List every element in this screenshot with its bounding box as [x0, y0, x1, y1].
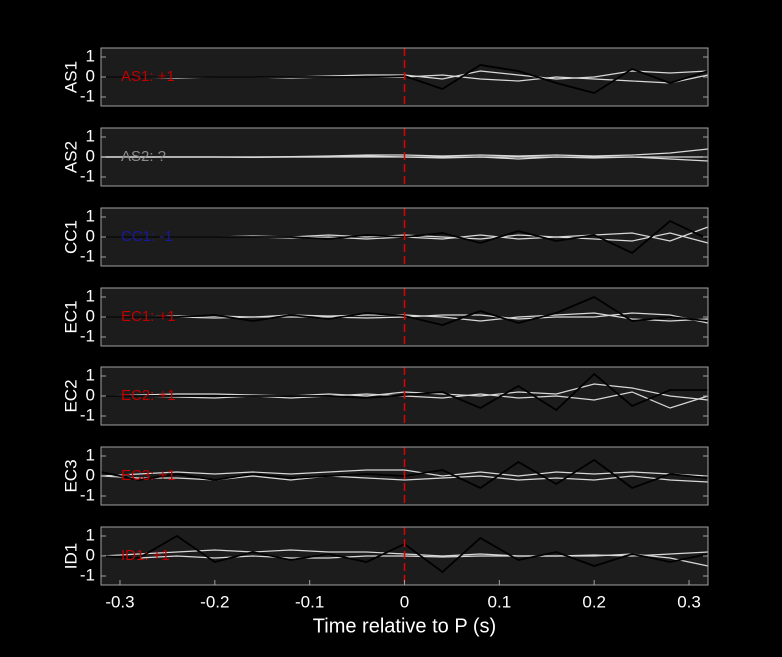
y-tick-label: 1 [86, 46, 95, 65]
y-tick-label: 1 [86, 365, 95, 384]
x-tick-label: 0 [400, 592, 409, 611]
x-tick-label: 0.1 [488, 592, 512, 611]
y-tick-label: 1 [86, 206, 95, 225]
y-tick-label: -1 [80, 86, 95, 105]
y-tick-label: -1 [80, 405, 95, 424]
y-tick-label: 1 [86, 525, 95, 544]
y-tick-label: -1 [80, 565, 95, 584]
y-tick-label: 0 [86, 385, 95, 404]
y-tick-label: 1 [86, 445, 95, 464]
x-tick-label: -0.1 [295, 592, 324, 611]
annotation: CC1: -1 [121, 228, 173, 245]
y-tick-label: 1 [86, 126, 95, 145]
y-tick-label: 0 [86, 545, 95, 564]
y-axis-label: AS2 [61, 141, 80, 173]
y-axis-label: EC3 [61, 459, 80, 492]
annotation: AS2: ? [121, 148, 166, 165]
y-tick-label: 0 [86, 66, 95, 85]
annotation: EC3: +1 [121, 467, 176, 484]
y-axis-label: EC1 [61, 300, 80, 333]
y-axis-label: AS1 [61, 61, 80, 93]
trace [100, 469, 709, 477]
x-axis-label: Time relative to P (s) [313, 615, 496, 637]
x-tick-label: 0.2 [582, 592, 606, 611]
annotation: EC2: +1 [121, 387, 176, 404]
x-tick-label: -0.2 [200, 592, 229, 611]
annotation: ID1: +1 [121, 547, 170, 564]
x-tick-label: -0.3 [105, 592, 134, 611]
y-tick-label: -1 [80, 485, 95, 504]
y-tick-label: 1 [86, 286, 95, 305]
trace [100, 475, 709, 483]
y-tick-label: 0 [86, 306, 95, 325]
y-tick-label: -1 [80, 326, 95, 345]
y-tick-label: -1 [80, 166, 95, 185]
y-tick-label: 0 [86, 465, 95, 484]
y-tick-label: 0 [86, 146, 95, 165]
annotation: EC1: +1 [121, 308, 176, 325]
y-axis-label: EC2 [61, 379, 80, 412]
annotation: AS1: +1 [121, 68, 175, 85]
y-axis-label: ID1 [61, 543, 80, 569]
y-tick-label: -1 [80, 246, 95, 265]
y-tick-label: 0 [86, 226, 95, 245]
y-axis-label: CC1 [61, 220, 80, 254]
x-tick-label: 0.3 [677, 592, 701, 611]
